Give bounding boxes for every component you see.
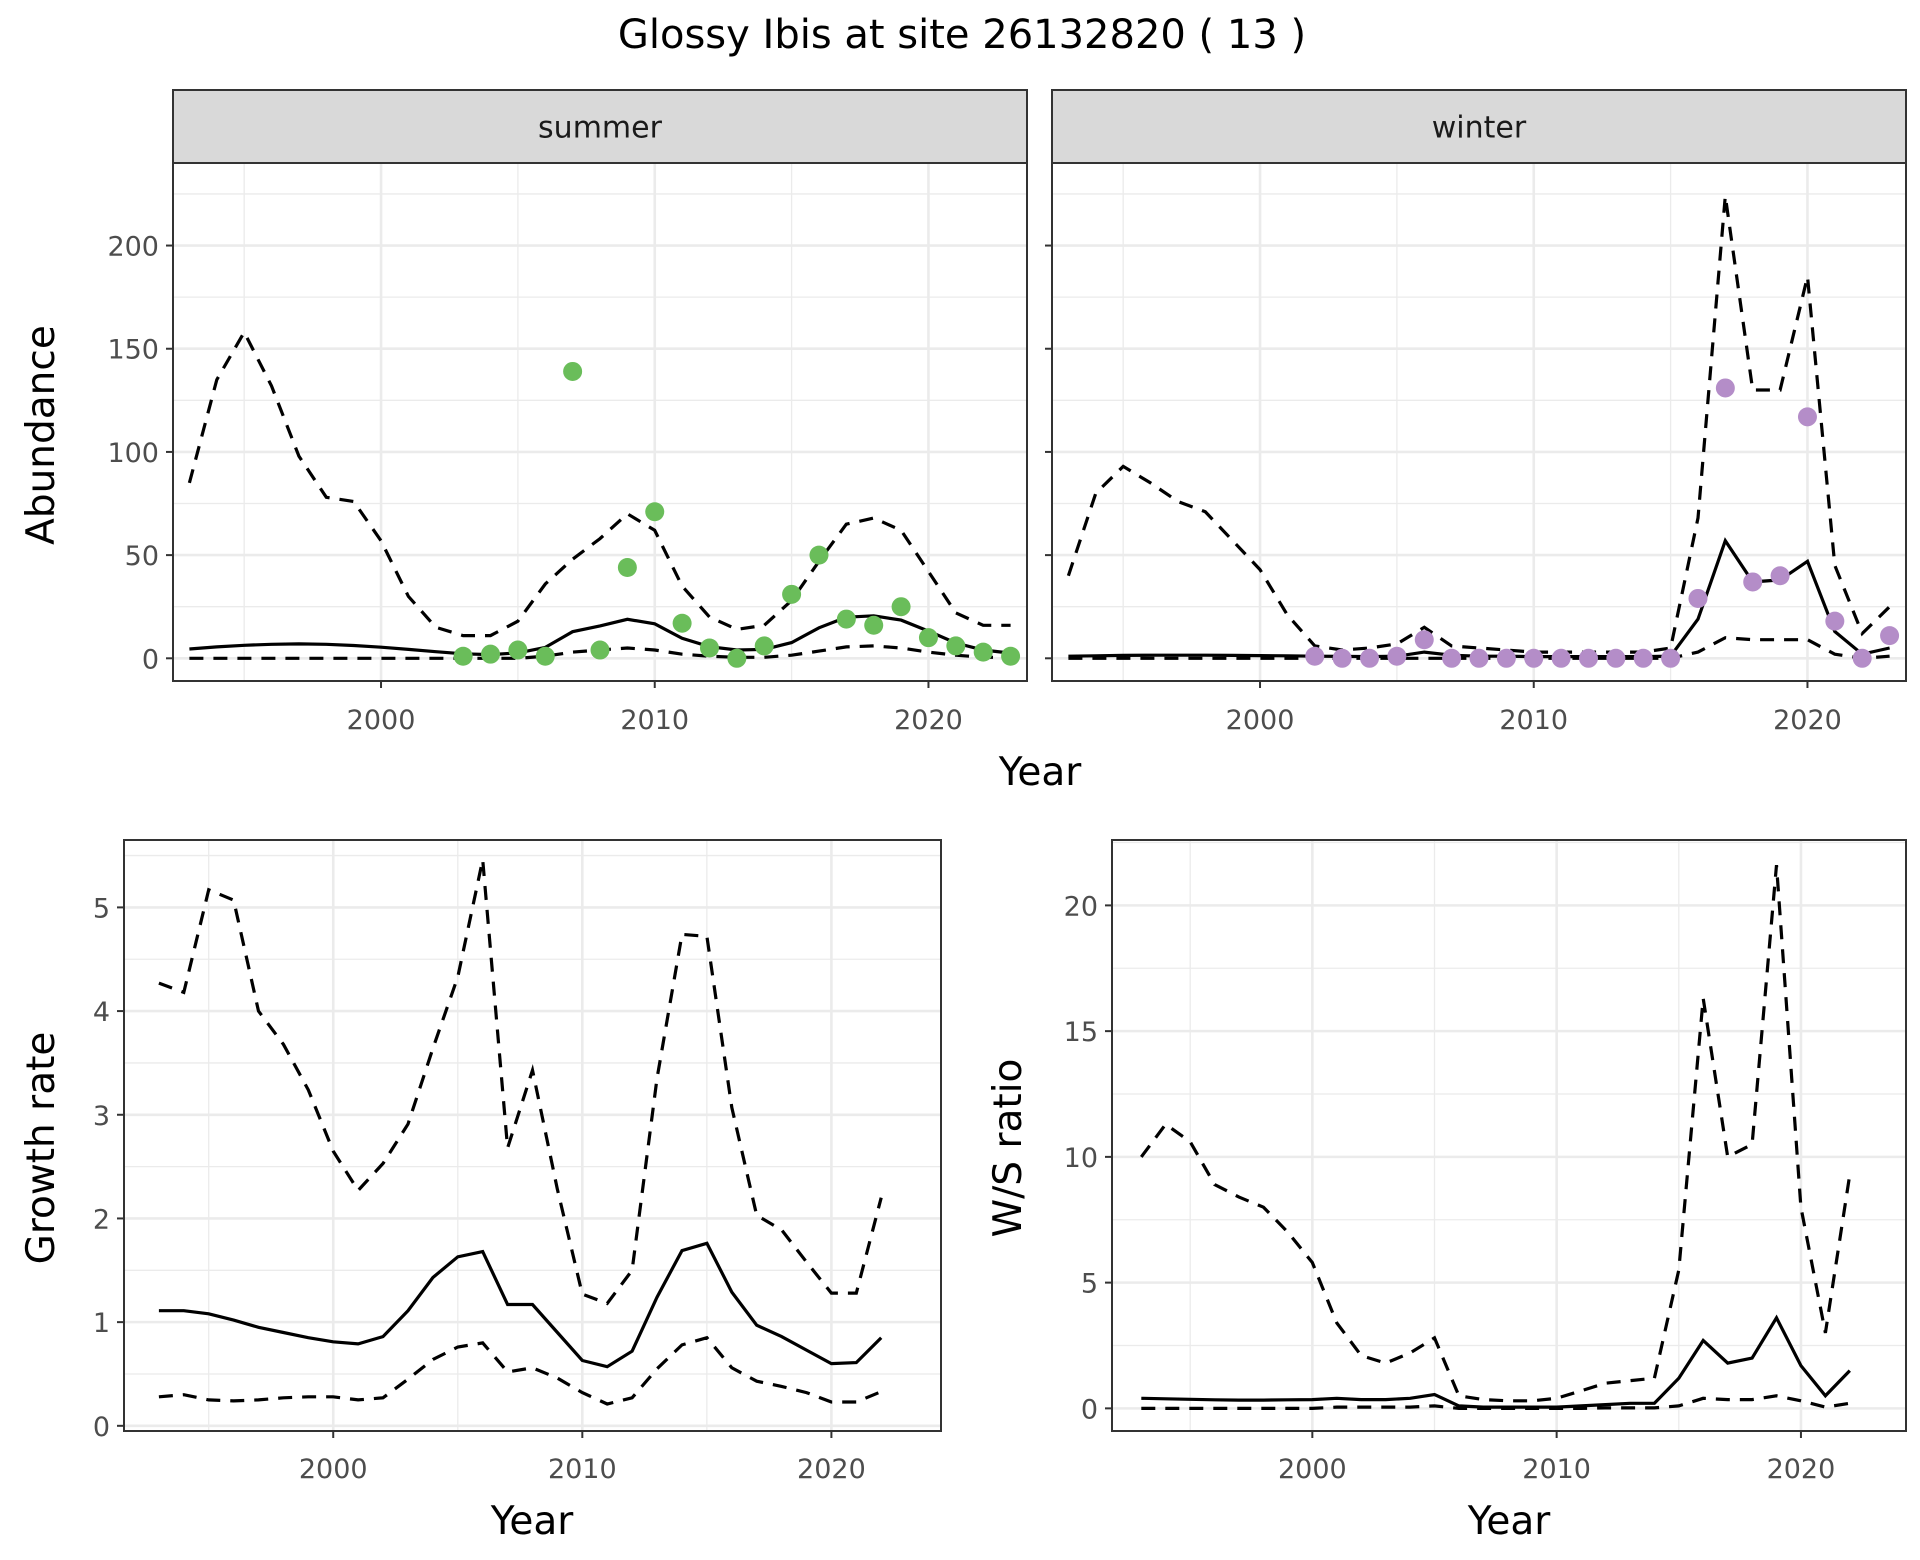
- data-point: [727, 648, 747, 668]
- data-point: [1469, 648, 1489, 668]
- series-line-mean: [158, 1241, 883, 1369]
- x-tick-label: 2000: [299, 1454, 368, 1485]
- y-tick-label: 100: [107, 438, 159, 469]
- x-tick-label: 2000: [1226, 705, 1295, 736]
- data-point: [864, 615, 884, 635]
- data-point: [891, 597, 911, 617]
- abundance-x-axis-title: Year: [998, 750, 1083, 795]
- data-point: [535, 646, 555, 666]
- abundance-winter-panel: winter 2000 2010 2020: [1045, 89, 1907, 736]
- ratio-panel: 2000 2010 2020 0 5 10 15 20: [1064, 839, 1907, 1485]
- data-point: [508, 640, 528, 660]
- data-point: [1524, 648, 1544, 668]
- data-point: [1001, 646, 1021, 666]
- data-point: [946, 636, 966, 656]
- data-point: [590, 640, 610, 660]
- data-point: [1305, 646, 1325, 666]
- data-point: [1551, 648, 1571, 668]
- y-tick-label: 50: [125, 541, 159, 572]
- y-tick-label: 0: [1081, 1394, 1098, 1425]
- x-tick-label: 2010: [1499, 705, 1568, 736]
- y-tick-label: 0: [93, 1412, 110, 1443]
- data-point: [1578, 648, 1598, 668]
- y-tick-label: 0: [142, 644, 159, 675]
- data-point: [1661, 648, 1681, 668]
- data-point: [1770, 566, 1790, 586]
- data-point: [754, 636, 774, 656]
- data-point: [1442, 648, 1462, 668]
- abundance-y-axis-title: Abundance: [19, 325, 64, 545]
- data-point: [1496, 648, 1516, 668]
- y-tick-label: 1: [93, 1308, 110, 1339]
- data-point: [1715, 378, 1735, 398]
- data-point: [782, 584, 802, 604]
- x-tick-label: 2020: [1773, 705, 1842, 736]
- data-point: [918, 628, 938, 648]
- data-point: [645, 502, 665, 522]
- growth-panel: 2000 2010 2020 0 1 2 3 4 5: [93, 839, 942, 1485]
- data-point: [1360, 648, 1380, 668]
- series-line-upper: [1066, 195, 1891, 654]
- data-point: [1387, 646, 1407, 666]
- x-tick-label: 2020: [894, 705, 963, 736]
- data-point: [1633, 648, 1653, 668]
- data-point: [699, 638, 719, 658]
- data-point: [1414, 630, 1434, 650]
- y-tick-label: 200: [107, 232, 159, 263]
- data-point: [1332, 648, 1352, 668]
- x-tick-label: 2010: [548, 1454, 617, 1485]
- data-point: [1688, 588, 1708, 608]
- panel-border: [1111, 839, 1907, 1432]
- y-tick-label: 5: [93, 893, 110, 924]
- x-tick-label: 2020: [797, 1454, 866, 1485]
- panel-border: [123, 839, 942, 1432]
- data-point: [836, 609, 856, 629]
- abundance-summer-panel: summer 2000 2010 2020 0 50 100 150 200: [107, 89, 1028, 736]
- x-tick-label: 2020: [1767, 1454, 1836, 1485]
- panel-border: [1051, 162, 1907, 682]
- data-point: [1825, 611, 1845, 631]
- y-tick-label: 5: [1081, 1269, 1098, 1300]
- data-point: [481, 644, 501, 664]
- y-tick-label: 4: [93, 997, 110, 1028]
- x-tick-label: 2010: [1522, 1454, 1591, 1485]
- ratio-x-axis-title: Year: [1467, 1499, 1552, 1544]
- data-point: [1880, 626, 1900, 646]
- figure-title: Glossy Ibis at site 26132820 ( 13 ): [618, 12, 1306, 58]
- facet-strip: [1051, 89, 1907, 164]
- data-point: [672, 613, 692, 633]
- y-tick-label: 150: [107, 335, 159, 366]
- series-line-upper: [158, 859, 883, 1306]
- data-point: [1852, 648, 1872, 668]
- series-line-mean: [1141, 1314, 1851, 1409]
- series-line-upper: [1140, 864, 1852, 1403]
- facet-strip-label: summer: [538, 111, 663, 146]
- y-tick-label: 20: [1064, 891, 1098, 922]
- x-tick-label: 2010: [620, 705, 689, 736]
- x-tick-label: 2000: [347, 705, 416, 736]
- x-tick-label: 2000: [1278, 1454, 1347, 1485]
- data-point: [453, 646, 473, 666]
- data-point: [1797, 407, 1817, 427]
- data-point: [563, 361, 583, 381]
- y-tick-label: 3: [93, 1101, 110, 1132]
- y-tick-label: 10: [1064, 1143, 1098, 1174]
- y-tick-label: 15: [1064, 1017, 1098, 1048]
- data-point: [617, 557, 637, 577]
- data-point: [1743, 572, 1763, 592]
- growth-y-axis-title: Growth rate: [19, 1032, 64, 1265]
- series-line-upper: [187, 328, 1011, 638]
- series-line-lower: [158, 1335, 882, 1406]
- data-point: [1606, 648, 1626, 668]
- facet-strip: [172, 89, 1028, 164]
- growth-x-axis-title: Year: [490, 1499, 575, 1544]
- ratio-y-axis-title: W/S ratio: [986, 1059, 1031, 1238]
- facet-strip-label: winter: [1432, 111, 1527, 146]
- data-point: [809, 545, 829, 565]
- data-point: [973, 642, 993, 662]
- y-tick-label: 2: [93, 1204, 110, 1235]
